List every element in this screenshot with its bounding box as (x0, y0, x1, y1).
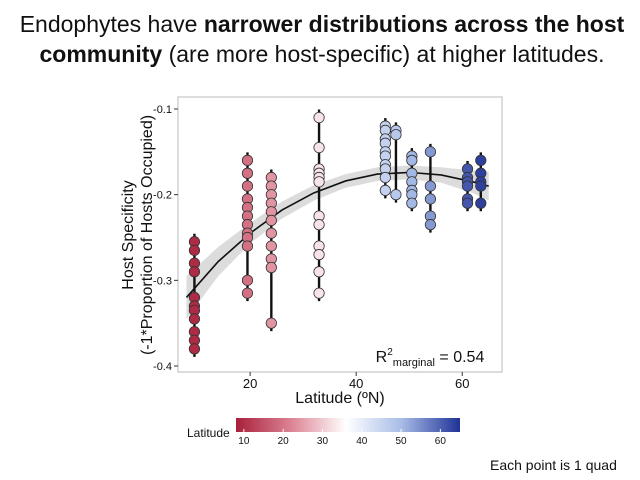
point (265, 214, 277, 226)
point (313, 219, 325, 231)
title-part: narrower distributions across the host (204, 11, 625, 37)
fit-line (185, 171, 489, 298)
x-tick-label: 20 (243, 376, 257, 391)
point (313, 249, 325, 261)
x-axis-label: Latitude (ºN) (295, 390, 384, 407)
title-part: (are more host-specific) at higher latit… (162, 41, 604, 67)
colorbar-tick-label: 40 (356, 436, 368, 447)
point (313, 176, 325, 188)
r2-annotation: R2marginal = 0.54 (376, 347, 485, 369)
point (461, 197, 474, 209)
point (265, 317, 277, 329)
title-line-1: Endophytes have narrower distributions a… (20, 11, 625, 37)
point (241, 240, 254, 252)
point (379, 184, 391, 196)
legend-title: Latitude (187, 426, 230, 440)
point (188, 313, 201, 325)
point (313, 141, 325, 154)
point (265, 261, 277, 274)
title-part: community (40, 41, 163, 67)
y-axis-label: (-1*Proportion of Hosts Occupied) (139, 115, 156, 355)
y-axis-label: Host Specificity (120, 180, 137, 289)
point (390, 129, 402, 141)
point (241, 274, 254, 286)
point (406, 154, 418, 166)
point (265, 240, 277, 252)
plot-area (177, 96, 503, 373)
point (424, 219, 437, 231)
colorbar-tick-label: 10 (238, 436, 250, 447)
point (390, 189, 402, 201)
point (241, 180, 254, 192)
point (475, 197, 487, 209)
title-line-2: community (are more host-specific) at hi… (40, 41, 605, 67)
title-part: Endophytes have (20, 11, 204, 37)
y-tick-label: -0.1 (153, 104, 172, 116)
point (424, 146, 437, 158)
colorbar-tick-label: 20 (278, 436, 290, 447)
point (188, 343, 201, 355)
point (313, 266, 325, 278)
point (265, 227, 277, 239)
point (379, 171, 391, 184)
point (424, 180, 437, 192)
x-tick-label: 60 (455, 376, 469, 391)
point (241, 167, 254, 179)
annotation-part: 2 (387, 347, 393, 358)
point (241, 287, 254, 299)
colorbar (236, 418, 460, 432)
annotation-part: = 0.54 (435, 349, 484, 366)
point (406, 197, 418, 209)
colorbar-tick-label: 50 (395, 436, 407, 447)
colorbar-tick-label: 60 (435, 436, 447, 447)
point (188, 266, 201, 278)
y-tick-label: -0.2 (153, 190, 172, 202)
point (188, 244, 201, 256)
point (313, 111, 325, 124)
y-tick-label: -0.4 (153, 361, 172, 373)
annotation-part: R (376, 349, 388, 366)
footnote: Each point is 1 quad (490, 457, 617, 473)
x-tick-label: 40 (349, 376, 363, 391)
point (241, 154, 254, 166)
colorbar-tick-label: 30 (317, 436, 329, 447)
point (424, 193, 437, 205)
point (475, 180, 487, 192)
point (461, 180, 474, 192)
point (313, 287, 325, 299)
annotation-part: marginal (393, 357, 435, 369)
point (475, 154, 487, 166)
y-tick-label: -0.3 (153, 275, 172, 287)
